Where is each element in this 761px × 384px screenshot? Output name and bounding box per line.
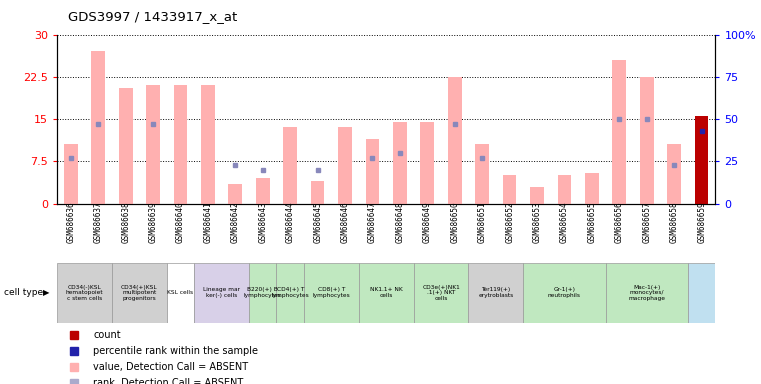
Text: GSM686643: GSM686643 (258, 201, 267, 243)
Text: rank, Detection Call = ABSENT: rank, Detection Call = ABSENT (94, 378, 244, 384)
Text: Mac-1(+)
monocytes/
macrophage: Mac-1(+) monocytes/ macrophage (629, 285, 665, 301)
Text: GSM686647: GSM686647 (368, 201, 377, 243)
Text: value, Detection Call = ABSENT: value, Detection Call = ABSENT (94, 362, 248, 372)
Bar (695, 116, 708, 204)
Bar (194, 263, 249, 323)
Bar (112, 263, 167, 323)
Bar (469, 263, 524, 323)
Text: GSM686656: GSM686656 (615, 201, 624, 243)
Text: GSM686658: GSM686658 (670, 201, 679, 243)
Text: GSM686642: GSM686642 (231, 201, 240, 243)
Text: CD4(+) T
lymphocytes: CD4(+) T lymphocytes (272, 287, 309, 298)
Bar (119, 88, 132, 204)
Bar (393, 122, 407, 204)
Bar (228, 184, 242, 204)
Text: GSM686640: GSM686640 (176, 201, 185, 243)
Bar (448, 77, 462, 204)
Bar (358, 263, 414, 323)
Text: Gr-1(+)
neutrophils: Gr-1(+) neutrophils (548, 287, 581, 298)
Bar (613, 60, 626, 204)
Bar (256, 178, 269, 204)
Text: GDS3997 / 1433917_x_at: GDS3997 / 1433917_x_at (68, 10, 237, 23)
Text: GSM686644: GSM686644 (285, 201, 295, 243)
Bar (688, 263, 715, 323)
Text: GSM686657: GSM686657 (642, 201, 651, 243)
Bar (310, 181, 324, 204)
Text: GSM686645: GSM686645 (313, 201, 322, 243)
Bar (338, 127, 352, 204)
Text: GSM686654: GSM686654 (560, 201, 569, 243)
Bar (476, 144, 489, 204)
Text: CD3e(+)NK1
.1(+) NKT
cells: CD3e(+)NK1 .1(+) NKT cells (422, 285, 460, 301)
Text: GSM686655: GSM686655 (587, 201, 597, 243)
Bar (57, 263, 112, 323)
Text: NK1.1+ NK
cells: NK1.1+ NK cells (370, 287, 403, 298)
Text: CD34(-)KSL
hematopoiet
c stem cells: CD34(-)KSL hematopoiet c stem cells (65, 285, 103, 301)
Text: cell type: cell type (4, 288, 43, 297)
Text: CD8(+) T
lymphocytes: CD8(+) T lymphocytes (313, 287, 350, 298)
Text: Lineage mar
ker(-) cells: Lineage mar ker(-) cells (203, 287, 240, 298)
Bar (146, 85, 160, 204)
Bar (91, 51, 105, 204)
Text: count: count (94, 330, 121, 340)
Text: GSM686646: GSM686646 (341, 201, 349, 243)
Bar (585, 172, 599, 204)
Bar (365, 139, 379, 204)
Text: GSM686648: GSM686648 (396, 201, 404, 243)
Bar (421, 122, 435, 204)
Bar (276, 263, 304, 323)
Text: GSM686641: GSM686641 (203, 201, 212, 243)
Text: GSM686637: GSM686637 (94, 201, 103, 243)
Bar (283, 127, 297, 204)
Bar (558, 175, 572, 204)
Bar (640, 77, 654, 204)
Text: GSM686636: GSM686636 (66, 201, 75, 243)
Text: CD34(+)KSL
multipotent
progenitors: CD34(+)KSL multipotent progenitors (121, 285, 158, 301)
Text: B220(+) B
lymphocytes: B220(+) B lymphocytes (244, 287, 282, 298)
Text: GSM686638: GSM686638 (121, 201, 130, 243)
Bar (167, 263, 194, 323)
Text: GSM686651: GSM686651 (478, 201, 487, 243)
Text: KSL cells: KSL cells (167, 290, 193, 295)
Bar (174, 85, 187, 204)
Text: GSM686639: GSM686639 (148, 201, 158, 243)
Text: GSM686659: GSM686659 (697, 201, 706, 243)
Bar (524, 263, 606, 323)
Text: percentile rank within the sample: percentile rank within the sample (94, 346, 258, 356)
Text: GSM686652: GSM686652 (505, 201, 514, 243)
Bar (201, 85, 215, 204)
Bar (304, 263, 358, 323)
Bar (530, 187, 544, 204)
Text: Ter119(+)
erytroblasts: Ter119(+) erytroblasts (479, 287, 514, 298)
Bar (667, 144, 681, 204)
Bar (503, 175, 517, 204)
Text: GSM686649: GSM686649 (423, 201, 431, 243)
Bar (606, 263, 688, 323)
Bar (414, 263, 469, 323)
Text: GSM686650: GSM686650 (451, 201, 460, 243)
Bar (249, 263, 276, 323)
Text: GSM686653: GSM686653 (533, 201, 542, 243)
Bar (64, 144, 78, 204)
Text: ▶: ▶ (43, 288, 49, 297)
